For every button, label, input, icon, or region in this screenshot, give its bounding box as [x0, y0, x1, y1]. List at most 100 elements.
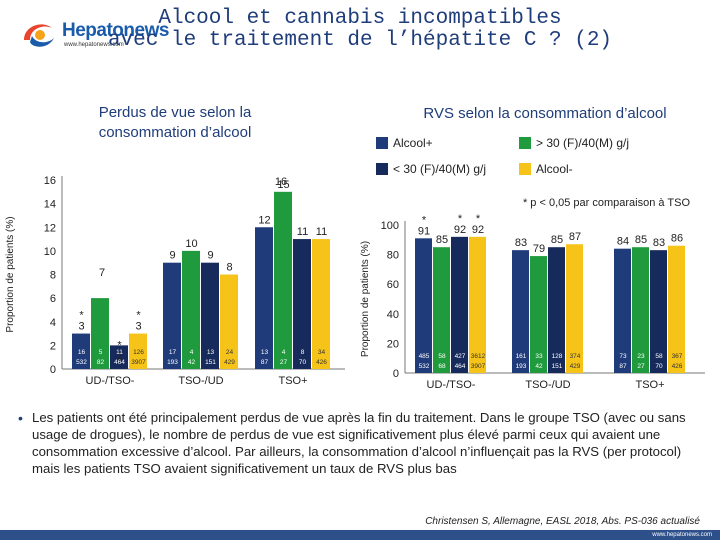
- y-axis-label: Proportion de patients (%): [360, 241, 371, 357]
- footer-bar: www.hepatonews.com: [0, 530, 720, 540]
- y-tick-label: 100: [381, 220, 399, 232]
- category-label: TSO+: [278, 375, 307, 387]
- bar-value-label: 2: [116, 350, 122, 362]
- bar: [566, 244, 583, 373]
- citation: Christensen S, Allemagne, EASL 2018, Abs…: [425, 516, 700, 527]
- bar: [632, 247, 649, 373]
- bar: [91, 298, 109, 369]
- bar: [469, 236, 486, 373]
- category-label: TSO+: [635, 379, 664, 391]
- summary-text: Les patients ont été principalement perd…: [32, 410, 686, 476]
- bar-value-label: 84: [617, 236, 629, 248]
- bar-value-label: 92: [454, 224, 466, 236]
- bar: [451, 236, 468, 373]
- bar-value-label: 87: [569, 231, 581, 243]
- bar-value-label: 9: [207, 250, 213, 262]
- category-label: UD-/TSO-: [86, 375, 135, 387]
- bar-count-label: 126: [133, 349, 144, 356]
- bar-value-label: 91: [418, 225, 430, 237]
- logo-text: Hepatonews: [62, 20, 169, 41]
- bar-count-label: 193: [516, 363, 527, 370]
- bar-count-label: 42: [535, 363, 543, 370]
- bar: [668, 245, 685, 373]
- bar-count-label: 68: [438, 363, 446, 370]
- bar-count-label: 5: [99, 349, 103, 356]
- bar-count-label: 429: [224, 359, 235, 366]
- y-tick-label: 2: [50, 340, 56, 352]
- bar-value-label: 79: [533, 243, 545, 255]
- significance-star: *: [79, 310, 84, 322]
- y-tick-label: 0: [393, 368, 399, 380]
- bar-count-label: 73: [619, 353, 627, 360]
- y-tick-label: 14: [44, 199, 56, 211]
- y-tick-label: 60: [387, 279, 399, 291]
- legend-swatch: [519, 163, 531, 175]
- y-tick-label: 4: [50, 317, 56, 329]
- significance-star: *: [422, 214, 427, 226]
- significance-star: *: [476, 213, 481, 225]
- bar-value-label: 83: [515, 237, 527, 249]
- bar-value-label: 11: [316, 226, 327, 238]
- bar-value-label: 85: [436, 234, 448, 246]
- significance-star: *: [117, 339, 122, 351]
- logo-url: www.hepatonews.com: [64, 42, 124, 48]
- bar: [255, 227, 273, 369]
- legend-label: < 30 (F)/40(M) g/j: [393, 162, 486, 176]
- bar-count-label: 87: [261, 359, 269, 366]
- bar-count-label: 3907: [131, 359, 146, 366]
- bar-count-label: 13: [207, 349, 215, 356]
- bar: [512, 250, 529, 373]
- bar-count-label: 151: [205, 359, 216, 366]
- bar-value-label: 83: [653, 237, 665, 249]
- bar-count-label: 464: [455, 363, 466, 370]
- category-label: TSO-/UD: [525, 379, 570, 391]
- significance-star: *: [136, 310, 141, 322]
- bar: [274, 191, 292, 369]
- legend-label: > 30 (F)/40(M) g/j: [536, 136, 629, 150]
- bar-count-label: 193: [167, 359, 178, 366]
- bar: [110, 345, 128, 369]
- bar-count-label: 464: [114, 359, 125, 366]
- bar: [72, 333, 90, 369]
- bar-count-label: 13: [261, 349, 269, 356]
- bar-count-label: 3612: [471, 353, 486, 360]
- bar-count-label: 70: [299, 359, 307, 366]
- bar-count-label: 3907: [471, 363, 486, 370]
- bar: [220, 274, 238, 369]
- legend-swatch: [376, 163, 388, 175]
- bar: [293, 239, 311, 369]
- bar-count-label: 42: [188, 359, 196, 366]
- legend-swatch: [376, 137, 388, 149]
- bar-value-label: 11: [297, 226, 308, 238]
- title-line-2: avec le traitement de l’hépatite C ? (2): [107, 29, 613, 52]
- bar-count-label: 16: [78, 349, 86, 356]
- logo-swirl-icon: [24, 24, 54, 47]
- bar-count-label: 128: [552, 353, 563, 360]
- bar: [433, 247, 450, 373]
- bar: [201, 262, 219, 369]
- bar-count-label: 4: [282, 349, 286, 356]
- bar-value-label: 12: [258, 214, 270, 226]
- bar-count-label: 532: [419, 363, 430, 370]
- bar-value-label: 92: [472, 224, 484, 236]
- title-line-1: Alcool et cannabis incompatibles: [158, 7, 562, 30]
- left-chart-title: Perdus de vue selon la consommation d’al…: [98, 104, 252, 141]
- bar-count-label: 374: [570, 353, 581, 360]
- bar: [312, 239, 330, 369]
- bar-count-label: 24: [226, 349, 234, 356]
- bar-count-label: 8: [301, 349, 305, 356]
- bar-value-label: 15: [277, 179, 289, 191]
- bar-count-label: 161: [516, 353, 527, 360]
- page-title: Alcool et cannabis incompatibles avec le…: [0, 8, 720, 52]
- bar-count-label: 87: [619, 363, 627, 370]
- bar-value-label: 7: [99, 267, 105, 279]
- y-tick-label: 20: [387, 338, 399, 350]
- bar-value-label: 85: [551, 234, 563, 246]
- hepatonews-logo[interactable]: Hepatonews www.hepatonews.com: [20, 18, 169, 58]
- bar-count-label: 58: [655, 353, 663, 360]
- bar: [163, 262, 181, 369]
- bar-count-label: 82: [97, 359, 105, 366]
- bar-count-label: 34: [318, 349, 326, 356]
